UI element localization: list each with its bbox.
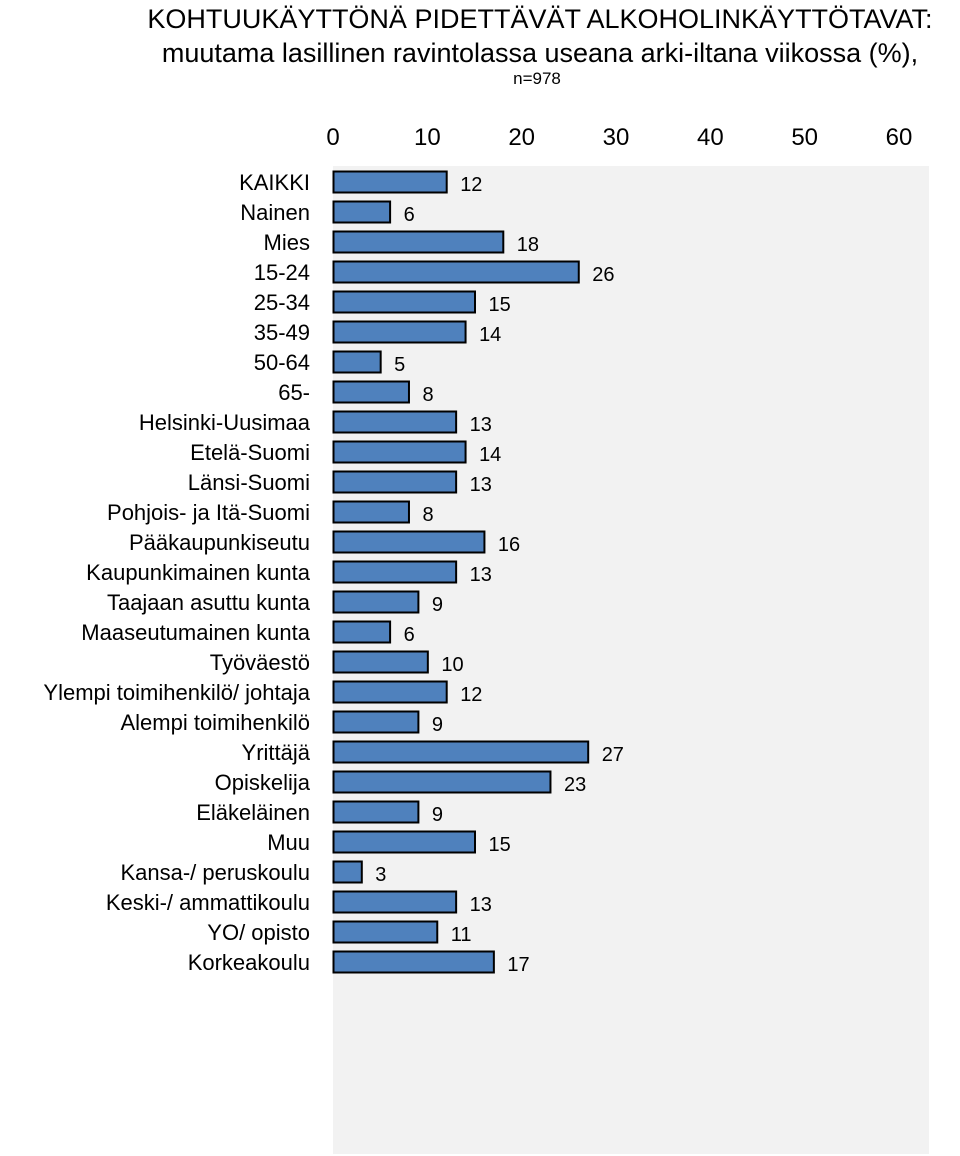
- category-label: Maaseutumainen kunta: [81, 620, 310, 645]
- bar: [332, 500, 410, 524]
- data-label: 9: [432, 714, 443, 736]
- data-label: 13: [470, 474, 492, 496]
- category-label: 50-64: [254, 350, 310, 375]
- x-tick-label: 0: [326, 124, 339, 151]
- data-label: 26: [592, 264, 614, 286]
- category-label: 35-49: [254, 320, 310, 345]
- bar: [332, 290, 476, 314]
- bar: [332, 470, 458, 494]
- x-tick-label: 30: [603, 124, 630, 151]
- bar: [332, 740, 590, 764]
- x-tick-label: 10: [414, 124, 441, 151]
- data-label: 14: [479, 324, 501, 346]
- bar: [332, 620, 392, 644]
- bar: [332, 800, 420, 824]
- data-label: 18: [517, 234, 539, 256]
- bar: [332, 440, 467, 464]
- data-label: 17: [507, 954, 529, 976]
- bar: [332, 200, 392, 224]
- bar: [332, 770, 552, 794]
- data-label: 6: [404, 624, 415, 646]
- category-label: Pohjois- ja Itä-Suomi: [107, 500, 310, 525]
- data-label: 3: [375, 864, 386, 886]
- category-label: Etelä-Suomi: [190, 440, 310, 465]
- category-label: 65-: [278, 380, 310, 405]
- category-label: Eläkeläinen: [196, 800, 310, 825]
- category-label: Ylempi toimihenkilö/ johtaja: [43, 680, 310, 705]
- data-label: 23: [564, 774, 586, 796]
- bar: [332, 650, 429, 674]
- data-label: 16: [498, 534, 520, 556]
- bar: [332, 860, 363, 884]
- data-label: 13: [470, 414, 492, 436]
- category-label: KAIKKI: [239, 170, 310, 195]
- category-label: Nainen: [240, 200, 310, 225]
- category-label: Helsinki-Uusimaa: [139, 410, 311, 435]
- x-tick-label: 60: [886, 124, 913, 151]
- category-label: 25-34: [254, 290, 310, 315]
- category-label: 15-24: [254, 260, 310, 285]
- category-label: Kaupunkimainen kunta: [86, 560, 311, 585]
- bar: [332, 260, 580, 284]
- category-label: Länsi-Suomi: [188, 470, 310, 495]
- category-label: Kansa-/ peruskoulu: [120, 860, 310, 885]
- bar: [332, 560, 458, 584]
- bar: [332, 380, 410, 404]
- chart-subtitle: muutama lasillinen ravintolassa useana a…: [161, 38, 919, 68]
- data-label: 13: [470, 894, 492, 916]
- sample-size-note: n=978: [513, 69, 561, 88]
- category-label: Opiskelija: [215, 770, 311, 795]
- x-tick-label: 40: [697, 124, 724, 151]
- bar: [332, 320, 467, 344]
- category-label: Mies: [264, 230, 310, 255]
- data-label: 5: [394, 354, 405, 376]
- bar: [332, 410, 458, 434]
- bar: [332, 890, 458, 914]
- category-label: Alempi toimihenkilö: [120, 710, 310, 735]
- category-label: Taajaan asuttu kunta: [107, 590, 311, 615]
- bar: [332, 530, 486, 554]
- bar: [332, 230, 505, 254]
- data-label: 12: [460, 174, 482, 196]
- category-label: Korkeakoulu: [188, 950, 310, 975]
- data-label: 8: [422, 504, 433, 526]
- x-tick-label: 20: [508, 124, 535, 151]
- data-label: 15: [489, 834, 511, 856]
- bar: [332, 680, 448, 704]
- data-label: 12: [460, 684, 482, 706]
- category-label: Pääkaupunkiseutu: [129, 530, 310, 555]
- bar: [332, 950, 495, 974]
- data-label: 6: [404, 204, 415, 226]
- data-label: 9: [432, 594, 443, 616]
- bar: [332, 590, 420, 614]
- category-label: YO/ opisto: [207, 920, 310, 945]
- bar: [332, 830, 476, 854]
- bar: [332, 920, 439, 944]
- category-label: Muu: [267, 830, 310, 855]
- x-tick-label: 50: [791, 124, 818, 151]
- category-label: Keski-/ ammattikoulu: [106, 890, 310, 915]
- data-label: 11: [451, 924, 472, 946]
- category-label: Työväestö: [210, 650, 310, 675]
- data-label: 8: [422, 384, 433, 406]
- category-label: Yrittäjä: [242, 740, 311, 765]
- chart-title: KOHTUUKÄYTTÖNÄ PIDETTÄVÄT ALKOHOLINKÄYTT…: [147, 4, 933, 34]
- data-label: 14: [479, 444, 501, 466]
- data-label: 15: [489, 294, 511, 316]
- bar: [332, 170, 448, 194]
- data-label: 10: [441, 654, 463, 676]
- bar: [332, 350, 382, 374]
- bar: [332, 710, 420, 734]
- data-label: 27: [602, 744, 624, 766]
- data-label: 13: [470, 564, 492, 586]
- data-label: 9: [432, 804, 443, 826]
